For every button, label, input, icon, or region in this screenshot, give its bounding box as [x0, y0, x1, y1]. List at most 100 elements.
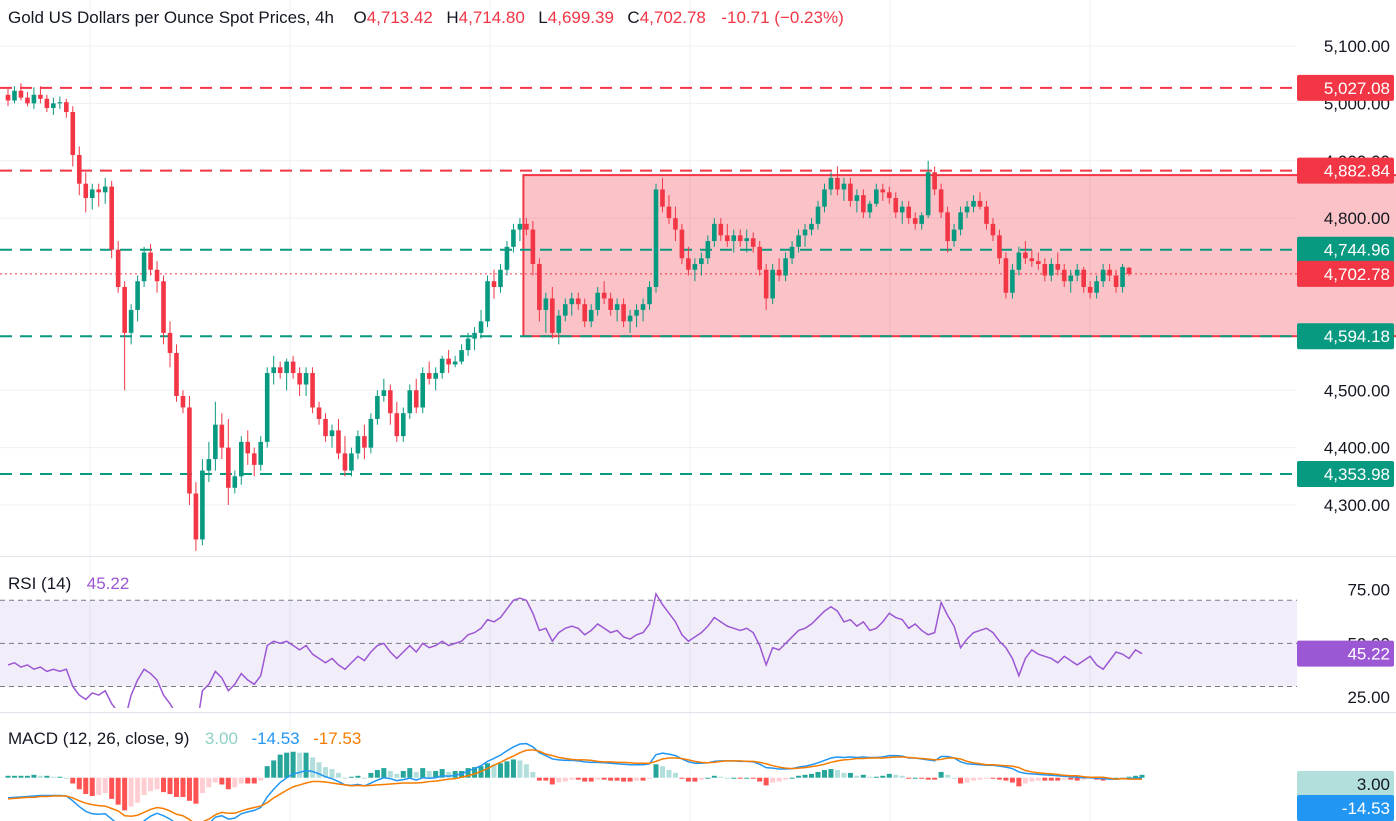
macd-histogram-bar[interactable]	[465, 768, 471, 778]
candle[interactable]	[757, 246, 762, 270]
candle[interactable]	[718, 223, 724, 236]
candle[interactable]	[310, 373, 315, 408]
macd-histogram-bar[interactable]	[297, 752, 303, 778]
macd-histogram-bar[interactable]	[11, 775, 17, 778]
candle[interactable]	[349, 453, 354, 471]
candle[interactable]	[815, 206, 821, 224]
candle[interactable]	[899, 206, 905, 213]
macd-histogram-bar[interactable]	[977, 777, 983, 780]
macd-histogram-bar[interactable]	[543, 777, 549, 781]
candle[interactable]	[763, 269, 769, 299]
candle[interactable]	[511, 229, 516, 247]
candle[interactable]	[1120, 266, 1125, 287]
macd-histogram-bar[interactable]	[109, 777, 115, 799]
candle[interactable]	[446, 358, 451, 365]
candle[interactable]	[958, 212, 963, 230]
macd-histogram-bar[interactable]	[5, 775, 11, 778]
candle[interactable]	[154, 269, 160, 282]
macd-histogram-bar[interactable]	[549, 777, 555, 785]
macd-histogram-bar[interactable]	[310, 757, 316, 778]
candle[interactable]	[89, 189, 95, 199]
macd-histogram-bar[interactable]	[1055, 777, 1061, 781]
macd-histogram-bar[interactable]	[31, 774, 37, 778]
macd-histogram-bar[interactable]	[135, 777, 141, 803]
macd-histogram-bar[interactable]	[847, 772, 853, 778]
candle[interactable]	[1010, 269, 1015, 293]
candle[interactable]	[874, 189, 879, 204]
candle[interactable]	[997, 235, 1002, 259]
candle[interactable]	[297, 373, 302, 385]
macd-histogram-bar[interactable]	[1022, 777, 1028, 784]
candle[interactable]	[375, 395, 380, 419]
candle[interactable]	[284, 361, 289, 374]
candle[interactable]	[491, 281, 497, 287]
candle[interactable]	[569, 298, 575, 305]
candle[interactable]	[692, 264, 698, 270]
macd-histogram-bar[interactable]	[867, 776, 873, 778]
candle[interactable]	[912, 218, 918, 224]
candle[interactable]	[867, 203, 873, 213]
candle[interactable]	[971, 200, 976, 207]
macd-histogram-bar[interactable]	[640, 777, 646, 781]
macd-histogram-bar[interactable]	[89, 777, 95, 796]
macd-histogram-bar[interactable]	[588, 777, 594, 782]
candle[interactable]	[290, 361, 296, 374]
candle[interactable]	[336, 430, 341, 454]
macd-histogram-bar[interactable]	[329, 769, 335, 778]
candle[interactable]	[1094, 281, 1099, 293]
candle[interactable]	[977, 200, 983, 207]
macd-histogram-bar[interactable]	[828, 769, 834, 778]
macd-histogram-bar[interactable]	[731, 777, 737, 779]
macd-histogram-bar[interactable]	[582, 777, 588, 782]
macd-histogram-bar[interactable]	[50, 776, 56, 778]
macd-histogram-bar[interactable]	[44, 775, 50, 778]
macd-histogram-bar[interactable]	[601, 777, 607, 780]
candle[interactable]	[1126, 267, 1132, 274]
candle[interactable]	[141, 252, 147, 282]
candle[interactable]	[70, 111, 76, 156]
candle[interactable]	[841, 183, 847, 190]
macd-histogram-bar[interactable]	[757, 777, 763, 782]
candle[interactable]	[161, 281, 166, 333]
macd-histogram-bar[interactable]	[180, 777, 186, 797]
candle[interactable]	[627, 315, 633, 322]
candle[interactable]	[1087, 286, 1093, 293]
candle[interactable]	[861, 195, 866, 213]
candle[interactable]	[582, 304, 588, 322]
candle[interactable]	[258, 441, 264, 465]
macd-histogram-bar[interactable]	[342, 777, 348, 779]
macd-histogram-bar[interactable]	[621, 777, 627, 782]
candle[interactable]	[226, 447, 231, 488]
macd-histogram-bar[interactable]	[724, 777, 730, 779]
macd-histogram-bar[interactable]	[63, 777, 69, 779]
macd-histogram-bar[interactable]	[37, 775, 43, 778]
macd-histogram-bar[interactable]	[809, 773, 815, 778]
candle[interactable]	[724, 235, 730, 242]
candle[interactable]	[128, 309, 134, 333]
macd-histogram-bar[interactable]	[886, 773, 892, 778]
macd-histogram-bar[interactable]	[57, 776, 63, 778]
macd-histogram-bar[interactable]	[556, 777, 562, 783]
candle[interactable]	[893, 198, 899, 213]
macd-histogram-bar[interactable]	[439, 769, 445, 778]
macd-histogram-bar[interactable]	[718, 776, 724, 778]
candle[interactable]	[951, 229, 957, 242]
candle[interactable]	[608, 298, 613, 310]
candle[interactable]	[945, 212, 950, 242]
macd-histogram-bar[interactable]	[407, 768, 413, 778]
candle[interactable]	[964, 206, 970, 213]
candle[interactable]	[400, 413, 406, 437]
macd-histogram-bar[interactable]	[251, 777, 257, 784]
macd-histogram-bar[interactable]	[1068, 777, 1074, 780]
candle[interactable]	[647, 286, 652, 305]
macd-histogram-bar[interactable]	[368, 772, 374, 778]
macd-histogram-bar[interactable]	[945, 774, 951, 778]
candle[interactable]	[744, 238, 750, 242]
candle[interactable]	[1061, 269, 1067, 282]
candle[interactable]	[51, 103, 56, 108]
candle[interactable]	[96, 189, 102, 193]
candle[interactable]	[18, 90, 24, 98]
macd-histogram-bar[interactable]	[258, 777, 264, 781]
candle[interactable]	[167, 332, 173, 353]
macd-histogram-bar[interactable]	[199, 777, 205, 794]
